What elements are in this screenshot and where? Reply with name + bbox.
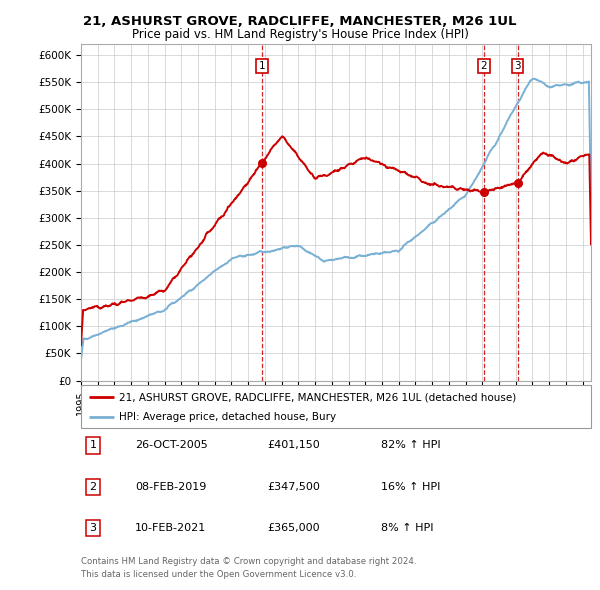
Text: 16% ↑ HPI: 16% ↑ HPI: [381, 482, 440, 491]
Text: HPI: Average price, detached house, Bury: HPI: Average price, detached house, Bury: [119, 412, 337, 422]
Text: £401,150: £401,150: [267, 441, 320, 450]
Text: 10-FEB-2021: 10-FEB-2021: [135, 523, 206, 533]
Text: 08-FEB-2019: 08-FEB-2019: [135, 482, 206, 491]
Text: 21, ASHURST GROVE, RADCLIFFE, MANCHESTER, M26 1UL: 21, ASHURST GROVE, RADCLIFFE, MANCHESTER…: [83, 15, 517, 28]
Text: 8% ↑ HPI: 8% ↑ HPI: [381, 523, 433, 533]
Text: Contains HM Land Registry data © Crown copyright and database right 2024.
This d: Contains HM Land Registry data © Crown c…: [81, 557, 416, 579]
Text: 26-OCT-2005: 26-OCT-2005: [135, 441, 208, 450]
Text: £365,000: £365,000: [267, 523, 320, 533]
Text: £347,500: £347,500: [267, 482, 320, 491]
Text: 21, ASHURST GROVE, RADCLIFFE, MANCHESTER, M26 1UL (detached house): 21, ASHURST GROVE, RADCLIFFE, MANCHESTER…: [119, 392, 517, 402]
Text: 1: 1: [259, 61, 265, 71]
Text: 3: 3: [514, 61, 521, 71]
Text: 1: 1: [89, 441, 97, 450]
Text: 3: 3: [89, 523, 97, 533]
Text: 2: 2: [89, 482, 97, 491]
Text: 82% ↑ HPI: 82% ↑ HPI: [381, 441, 440, 450]
Text: Price paid vs. HM Land Registry's House Price Index (HPI): Price paid vs. HM Land Registry's House …: [131, 28, 469, 41]
Text: 2: 2: [481, 61, 487, 71]
